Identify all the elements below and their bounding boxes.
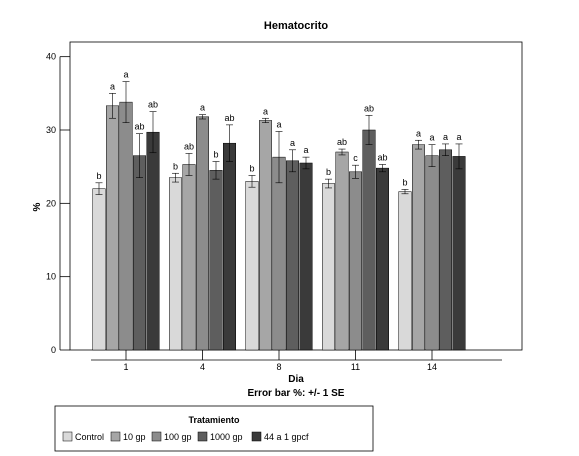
bar <box>452 156 466 351</box>
bar <box>196 116 209 351</box>
legend-swatch <box>197 431 208 442</box>
legend-label: 44 a 1 gpcf <box>264 432 309 442</box>
bar <box>92 188 106 351</box>
bar <box>286 160 299 351</box>
legend-label: 100 gp <box>164 432 192 442</box>
significance-label: a <box>443 132 448 142</box>
chart-title: Hematocrito <box>264 20 328 32</box>
legend-swatch <box>251 431 262 442</box>
significance-label: a <box>263 106 268 116</box>
x-tick-label: 14 <box>427 362 437 372</box>
significance-label: ab <box>364 103 374 113</box>
y-tick-label: 0 <box>51 345 56 355</box>
bar <box>272 156 286 351</box>
significance-label: a <box>276 119 281 129</box>
bar <box>322 183 335 351</box>
x-tick-label: 1 <box>123 362 128 372</box>
bar <box>119 101 133 351</box>
significance-label: b <box>96 171 101 181</box>
bar <box>412 144 425 351</box>
y-axis-label: % <box>32 202 43 211</box>
legend-box <box>54 405 374 452</box>
bar <box>398 191 412 351</box>
x-axis: 1 4 8 11 14 <box>91 350 502 372</box>
error-bar-note: Error bar %: +/- 1 SE <box>248 388 345 399</box>
significance-label: ab <box>148 100 158 110</box>
y-tick-label: 10 <box>46 272 56 282</box>
x-tick-label: 11 <box>351 362 360 372</box>
bar <box>376 167 389 351</box>
significance-label: a <box>429 133 434 143</box>
x-axis-label: Dia <box>288 374 304 385</box>
significance-label: ab <box>134 122 144 132</box>
bar <box>425 155 439 351</box>
bar <box>362 129 376 351</box>
significance-label: a <box>303 145 308 155</box>
legend: Tratamiento Control 10 gp 100 gp 1000 gp 44 … <box>54 405 374 452</box>
significance-label: b <box>249 163 254 173</box>
bar <box>209 170 223 351</box>
x-tick-label: 4 <box>200 362 205 372</box>
legend-label: Control <box>75 432 104 442</box>
significance-label: a <box>110 81 115 91</box>
bar <box>349 171 362 351</box>
significance-label: ab <box>224 113 234 123</box>
significance-label: a <box>290 138 295 148</box>
significance-label: b <box>402 177 407 187</box>
legend-title: Tratamiento <box>188 415 240 425</box>
significance-label: ab <box>184 141 194 151</box>
legend-items: Control 10 gp 100 gp 1000 gp 44 a 1 gpcf <box>62 431 309 442</box>
bar <box>182 164 196 351</box>
significance-label: c <box>353 153 358 163</box>
bar <box>146 131 160 351</box>
bar <box>245 181 259 351</box>
bar <box>335 151 349 351</box>
significance-label: b <box>326 167 331 177</box>
legend-label: 10 gp <box>123 432 146 442</box>
significance-label: ab <box>377 152 387 162</box>
bar <box>299 162 313 351</box>
significance-label: b <box>213 150 218 160</box>
bar <box>106 105 119 351</box>
significance-label: ab <box>337 137 347 147</box>
y-axis: 0 10 20 30 40 <box>46 52 70 355</box>
bar <box>223 142 236 351</box>
bar <box>439 149 452 351</box>
y-tick-label: 40 <box>46 52 56 62</box>
significance-label: a <box>456 132 461 142</box>
legend-swatch <box>62 431 73 442</box>
legend-swatch <box>151 431 162 442</box>
significance-label: a <box>123 70 128 80</box>
y-tick-label: 20 <box>46 198 56 208</box>
bar <box>133 155 146 351</box>
significance-label: a <box>200 103 205 113</box>
legend-swatch <box>110 431 121 442</box>
significance-label: a <box>416 128 421 138</box>
legend-label: 1000 gp <box>210 432 243 442</box>
x-tick-label: 8 <box>276 362 281 372</box>
bar <box>169 177 182 351</box>
significance-label: b <box>173 161 178 171</box>
bar <box>259 120 272 351</box>
y-tick-label: 30 <box>46 125 56 135</box>
